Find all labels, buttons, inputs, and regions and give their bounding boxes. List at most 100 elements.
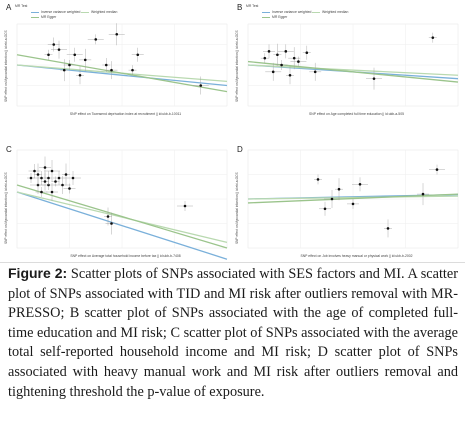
legend-item: Weighted median: [312, 10, 348, 14]
data-point: [61, 183, 64, 187]
data-point: [83, 58, 87, 62]
legend-swatch: [312, 11, 320, 13]
data-point: [431, 36, 435, 39]
regression-line: [16, 54, 228, 93]
data-point: [313, 70, 317, 74]
panel-letter: B: [237, 3, 243, 12]
legend-swatch: [262, 11, 270, 13]
data-point: [288, 73, 292, 77]
legend-item: Inverse variance weighted: [31, 10, 80, 14]
data-point: [29, 176, 33, 180]
data-point: [276, 53, 279, 57]
panel-letter: A: [6, 3, 12, 12]
panel-letter: C: [6, 145, 12, 154]
figure-divider: [0, 262, 465, 263]
data-point: [43, 180, 47, 183]
data-point: [40, 190, 43, 194]
data-point: [57, 48, 61, 51]
scatter-panel-c: C SNP effect on Myocardial infarction ||…: [3, 144, 232, 260]
data-point: [292, 56, 296, 60]
data-point: [50, 169, 54, 173]
legend-item: MR Egger: [31, 15, 56, 19]
regression-line: [16, 64, 228, 87]
legend: MR Test Inverse variance weighted Weighted…: [15, 4, 185, 22]
data-point: [36, 173, 40, 176]
data-point: [323, 207, 327, 211]
data-point: [271, 70, 275, 74]
y-axis-label: SNP effect on Myocardial infarction || i…: [235, 30, 239, 102]
data-point: [104, 63, 108, 67]
legend-label: Weighted median: [91, 10, 118, 14]
plot-area: [247, 149, 459, 249]
legend-swatch: [31, 11, 39, 13]
scatter-panel-a: A MR Test Inverse variance weighted Weight…: [3, 2, 232, 117]
data-point: [110, 68, 113, 72]
legend-swatch: [81, 11, 89, 13]
data-point: [57, 176, 61, 180]
data-point: [136, 53, 140, 57]
figure-caption: Figure 2: Scatter plots of SNPs associat…: [8, 264, 458, 444]
panel-letter: D: [237, 145, 243, 154]
data-point: [386, 227, 390, 230]
legend-title: MR Test: [246, 4, 259, 8]
data-point: [68, 187, 71, 190]
legend-label: MR Egger: [272, 15, 288, 19]
scatter-panel-d: D SNP effect on Myocardial infarction ||…: [234, 144, 463, 259]
legend-label: Weighted median: [322, 10, 349, 14]
data-point: [40, 176, 43, 180]
x-axis-label: SNP effect on Average total household in…: [70, 254, 181, 258]
data-point: [316, 178, 320, 181]
data-point: [110, 222, 113, 225]
data-point: [78, 73, 82, 77]
data-point: [305, 51, 309, 54]
legend-label: Inverse variance weighted: [272, 10, 312, 14]
x-axis-label: SNP effect on Age completed full time ed…: [309, 112, 404, 116]
data-point: [106, 215, 110, 218]
data-point: [43, 166, 47, 169]
data-point: [337, 187, 341, 191]
regression-line: [16, 191, 228, 260]
scatter-panel-b: B MR Test Inverse variance weighted Weight…: [234, 2, 463, 117]
data-point: [68, 63, 71, 67]
plot-area: [16, 23, 228, 107]
legend-title: MR Test: [15, 4, 28, 8]
data-point: [52, 43, 56, 46]
legend-swatch: [262, 16, 270, 18]
data-point: [421, 192, 425, 196]
regression-line: [247, 64, 459, 76]
data-point: [183, 204, 187, 208]
legend-label: MR Egger: [41, 15, 57, 19]
caption-text: Scatter plots of SNPs associated with SE…: [8, 266, 459, 400]
data-point: [372, 77, 376, 80]
data-point: [351, 202, 355, 206]
legend-item: MR Egger: [262, 15, 287, 19]
data-point: [50, 190, 54, 194]
y-axis-label: SNP effect on Myocardial infarction || i…: [235, 172, 239, 244]
x-axis-label: SNP effect on Townsend deprivation index…: [69, 112, 182, 116]
data-point: [33, 169, 36, 173]
data-point: [131, 68, 134, 72]
data-point: [115, 32, 119, 36]
data-point: [330, 197, 334, 201]
data-point: [263, 56, 267, 60]
data-point: [94, 38, 98, 41]
data-point: [62, 68, 66, 72]
data-point: [73, 53, 77, 57]
data-point: [47, 53, 50, 57]
plot-area: [247, 23, 459, 107]
legend-swatch: [31, 16, 39, 18]
legend: MR Test Inverse variance weighted Weighted…: [246, 4, 416, 22]
data-point: [284, 50, 288, 53]
data-point: [435, 168, 439, 171]
caption-label: Figure 2:: [8, 265, 68, 281]
data-point: [71, 176, 75, 180]
data-point: [297, 60, 300, 63]
legend-item: Weighted median: [81, 10, 117, 14]
y-axis-label: SNP effect on Myocardial infarction || i…: [4, 172, 8, 244]
y-axis-label: SNP effect on Myocardial infarction || i…: [4, 30, 8, 102]
data-point: [267, 50, 271, 53]
data-point: [47, 176, 50, 180]
data-point: [54, 180, 57, 183]
data-point: [64, 173, 68, 176]
x-axis-label: SNP effect on Job involves heavy manual …: [300, 254, 413, 258]
